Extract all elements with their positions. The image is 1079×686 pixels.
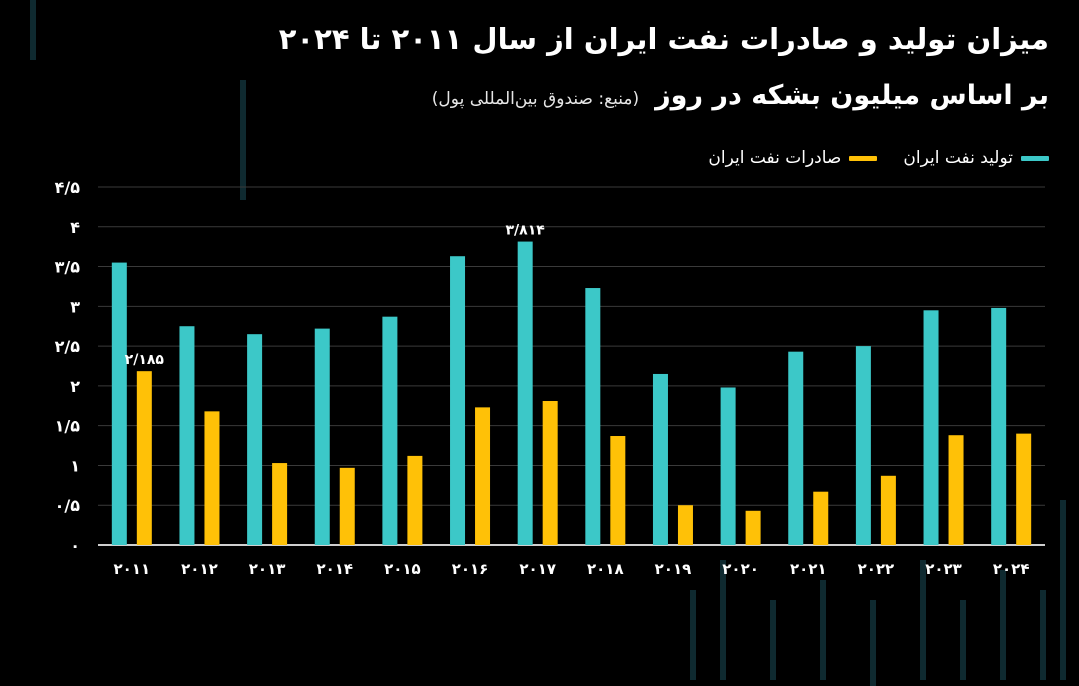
y-tick-label: ۳ bbox=[70, 297, 80, 316]
background-candle bbox=[870, 600, 876, 686]
bar-production bbox=[991, 307, 1007, 545]
y-tick-label: ۲/۵ bbox=[55, 337, 81, 356]
y-tick-label: ۴/۵ bbox=[55, 178, 81, 197]
bar-exports bbox=[407, 455, 423, 545]
x-tick-label: ۲۰۱۹ bbox=[655, 560, 692, 578]
bar-production bbox=[923, 310, 939, 545]
background-candle bbox=[1000, 570, 1006, 680]
bar-production bbox=[585, 288, 601, 545]
chart-legend: تولید نفت ایران صادرات نفت ایران bbox=[708, 148, 1049, 168]
y-tick-label: ۳/۵ bbox=[55, 258, 81, 277]
data-label: ۳/۸۱۴ bbox=[506, 223, 546, 239]
y-tick-label: ۰/۵ bbox=[55, 496, 81, 515]
bar-exports bbox=[610, 436, 626, 545]
bar-production bbox=[247, 334, 263, 545]
background-candle bbox=[1060, 500, 1066, 680]
legend-swatch-production bbox=[1021, 155, 1049, 161]
background-candle bbox=[690, 590, 696, 680]
y-tick-label: ۲ bbox=[70, 377, 80, 396]
bar-production bbox=[382, 316, 398, 545]
background-candle bbox=[920, 560, 926, 680]
background-candle bbox=[770, 600, 776, 680]
chart-title: میزان تولید و صادرات نفت ایران از سال ۲۰… bbox=[278, 22, 1049, 56]
bar-production bbox=[517, 241, 533, 545]
data-label: ۲/۱۸۵ bbox=[125, 352, 165, 368]
background-candle bbox=[820, 580, 826, 680]
y-tick-label: ۰ bbox=[70, 536, 80, 555]
x-tick-label: ۲۰۱۷ bbox=[519, 560, 556, 578]
bar-exports bbox=[1016, 433, 1032, 545]
y-tick-label: ۱ bbox=[70, 456, 80, 475]
bar-exports bbox=[677, 505, 693, 545]
legend-item-production: تولید نفت ایران bbox=[903, 148, 1049, 168]
bar-production bbox=[450, 256, 466, 545]
background-candle bbox=[1040, 590, 1046, 680]
y-tick-label: ۱/۵ bbox=[55, 417, 81, 436]
y-tick-label: ۴ bbox=[70, 218, 80, 237]
bar-exports bbox=[339, 467, 355, 545]
background-candle bbox=[960, 600, 966, 680]
x-tick-label: ۲۰۱۵ bbox=[384, 560, 421, 578]
x-tick-label: ۲۰۱۱ bbox=[114, 560, 151, 578]
x-tick-label: ۲۰۱۳ bbox=[249, 560, 286, 578]
x-tick-label: ۲۰۱۸ bbox=[587, 560, 624, 578]
background-candle bbox=[720, 560, 726, 680]
legend-swatch-exports bbox=[849, 155, 878, 161]
x-tick-label: ۲۰۲۳ bbox=[925, 560, 962, 578]
legend-label-production: تولید نفت ایران bbox=[903, 148, 1013, 168]
bar-production bbox=[179, 326, 195, 545]
bar-exports bbox=[542, 401, 558, 545]
bar-exports bbox=[948, 435, 964, 545]
background-candle bbox=[30, 0, 36, 60]
background-candle bbox=[240, 80, 246, 200]
x-tick-label: ۲۰۱۶ bbox=[452, 560, 489, 578]
chart-source: (منبع: صندوق بین‌المللی پول) bbox=[431, 89, 640, 109]
bar-exports bbox=[136, 371, 152, 545]
chart-subtitle: بر اساس میلیون بشکه در روز bbox=[655, 80, 1049, 111]
bar-production bbox=[720, 387, 736, 545]
bar-exports bbox=[272, 463, 288, 545]
x-tick-label: ۲۰۲۱ bbox=[790, 560, 827, 578]
legend-label-exports: صادرات نفت ایران bbox=[708, 148, 842, 168]
bar-production bbox=[855, 346, 871, 545]
x-tick-label: ۲۰۲۰ bbox=[722, 560, 759, 578]
bar-production bbox=[314, 328, 330, 545]
legend-item-exports: صادرات نفت ایران bbox=[708, 148, 878, 168]
bar-exports bbox=[745, 510, 761, 545]
x-tick-label: ۲۰۱۴ bbox=[316, 560, 353, 578]
x-tick-label: ۲۰۲۴ bbox=[993, 560, 1030, 578]
x-tick-label: ۲۰۱۲ bbox=[181, 560, 218, 578]
chart-subtitle-line: بر اساس میلیون بشکه در روز (منبع: صندوق ب… bbox=[49, 80, 1049, 111]
bar-exports bbox=[475, 407, 491, 545]
bar-production bbox=[788, 351, 804, 545]
bar-production bbox=[652, 373, 668, 545]
bar-exports bbox=[880, 475, 896, 545]
x-tick-label: ۲۰۲۲ bbox=[858, 560, 895, 578]
bar-production bbox=[111, 262, 127, 545]
bar-exports bbox=[204, 411, 220, 545]
bar-exports bbox=[813, 491, 829, 545]
